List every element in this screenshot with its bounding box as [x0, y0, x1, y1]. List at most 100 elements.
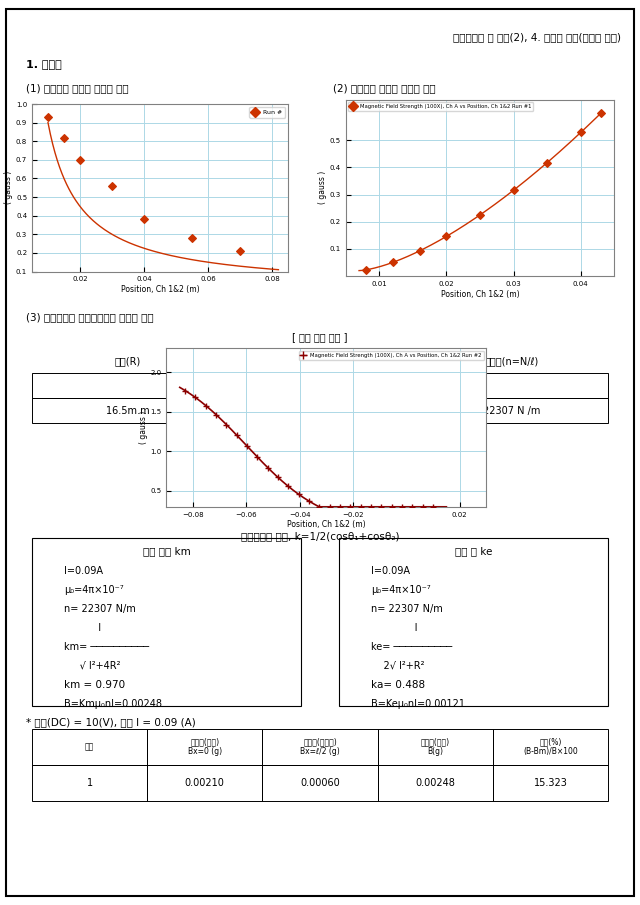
Point [428, 500, 438, 514]
Point [475, 207, 485, 222]
Text: 15.323: 15.323 [534, 777, 567, 788]
Point [304, 494, 314, 509]
Text: km = 0.970: km = 0.970 [64, 680, 125, 690]
Text: n= 22307 N/m: n= 22307 N/m [371, 604, 443, 614]
Text: (2) 원형도선 주위의 자기장 측정: (2) 원형도선 주위의 자기장 측정 [333, 83, 435, 93]
Bar [493, 765, 608, 801]
Point [235, 243, 245, 258]
Point [180, 384, 190, 398]
Text: 0.00210: 0.00210 [185, 777, 225, 788]
Text: 22307 N /m: 22307 N /m [483, 405, 541, 415]
Bar [32, 374, 224, 398]
Point [397, 500, 407, 514]
Y-axis label: ( gauss ): ( gauss ) [4, 171, 13, 205]
Text: 측정값(코일끝)
Bx=ℓ/2 (g): 측정값(코일끝) Bx=ℓ/2 (g) [300, 737, 340, 757]
Text: 130m m: 130m m [300, 405, 340, 415]
Point [273, 471, 283, 485]
X-axis label: Position, Ch 1&2 (m): Position, Ch 1&2 (m) [441, 290, 519, 299]
Bar [32, 729, 147, 765]
Text: I=0.09A: I=0.09A [64, 566, 103, 576]
Point [324, 500, 335, 514]
Text: l: l [371, 623, 418, 633]
Text: 보정계수의 계산, k=1/2(cosθ₁+cosθ₂): 보정계수의 계산, k=1/2(cosθ₁+cosθ₂) [241, 531, 399, 541]
Text: 오차(%)
(B-Bm)/B×100: 오차(%) (B-Bm)/B×100 [523, 737, 578, 757]
Text: km= ──────────: km= ────────── [64, 642, 149, 652]
Point [442, 229, 452, 243]
Bar [493, 729, 608, 765]
Bar [32, 398, 224, 424]
Text: 길이(ℓ): 길이(ℓ) [308, 356, 332, 366]
Bar [147, 765, 262, 801]
Text: * 전압(DC) = 10(V), 전류 I = 0.09 (A): * 전압(DC) = 10(V), 전류 I = 0.09 (A) [26, 717, 195, 727]
Point [221, 417, 232, 432]
Text: B=Keμ₀nI=0.00121: B=Keμ₀nI=0.00121 [371, 699, 465, 709]
Bar [378, 729, 493, 765]
Text: 1. 측정값: 1. 측정값 [26, 59, 61, 69]
Text: 코일 중앙 km: 코일 중앙 km [143, 546, 190, 556]
Point [75, 153, 85, 167]
Point [59, 130, 69, 145]
Point [388, 255, 398, 270]
Point [252, 450, 262, 464]
Point [387, 500, 397, 514]
Text: 0.00248: 0.00248 [415, 777, 455, 788]
X-axis label: Position, Ch 1&2 (m): Position, Ch 1&2 (m) [287, 520, 365, 529]
Point [242, 439, 252, 453]
Text: 2√ l²+R²: 2√ l²+R² [371, 661, 425, 671]
Bar [262, 729, 378, 765]
Y-axis label: ( gauss ): ( gauss ) [138, 411, 147, 444]
Point [187, 231, 197, 245]
Point [576, 125, 586, 139]
Text: (1) 직선도선 주위의 자기장 측정: (1) 직선도선 주위의 자기장 측정 [26, 83, 128, 93]
Point [284, 479, 294, 493]
Bar [224, 398, 416, 424]
Point [366, 500, 376, 514]
Point [314, 500, 324, 514]
Point [262, 461, 273, 475]
Point [190, 390, 200, 405]
Point [346, 500, 356, 514]
Text: I=0.09A: I=0.09A [371, 566, 410, 576]
Point [508, 183, 518, 197]
Bar [147, 729, 262, 765]
Point [335, 500, 345, 514]
Point [415, 243, 425, 258]
Bar [262, 765, 378, 801]
Legend: Magnetic Field Strength (100X), Ch A vs Position, Ch 1&2 Run #1: Magnetic Field Strength (100X), Ch A vs … [348, 102, 534, 111]
Point [418, 500, 428, 514]
Bar [416, 398, 608, 424]
Text: 반경(R): 반경(R) [115, 356, 141, 366]
Point [376, 500, 387, 514]
Text: 16.5m m: 16.5m m [106, 405, 150, 415]
Text: ke= ──────────: ke= ────────── [371, 642, 452, 652]
Text: 측정: 측정 [85, 742, 94, 751]
Text: n= 22307 N/m: n= 22307 N/m [64, 604, 136, 614]
Text: μ₀=4π×10⁻⁷: μ₀=4π×10⁻⁷ [64, 585, 124, 595]
Bar [339, 538, 608, 706]
Text: l: l [64, 623, 101, 633]
Point [596, 106, 606, 120]
Text: 측정값(중앙)
Bx=0 (g): 측정값(중앙) Bx=0 (g) [188, 737, 222, 757]
Text: B=Kmμ₀nI=0.00248: B=Kmμ₀nI=0.00248 [64, 699, 162, 709]
Text: 감은수(n=N/ℓ): 감은수(n=N/ℓ) [485, 356, 539, 366]
Point [407, 500, 417, 514]
Point [211, 407, 221, 422]
Bar [32, 765, 147, 801]
Point [356, 500, 366, 514]
X-axis label: Position, Ch 1&2 (m): Position, Ch 1&2 (m) [121, 285, 199, 294]
Point [43, 110, 53, 124]
Text: √ l²+4R²: √ l²+4R² [64, 661, 120, 671]
Legend: Magnetic Field Strength (100X), Ch A vs Position, Ch 1&2 Run #2: Magnetic Field Strength (100X), Ch A vs … [298, 351, 484, 360]
Bar [224, 374, 416, 398]
Bar [32, 538, 301, 706]
Text: ka= 0.488: ka= 0.488 [371, 680, 426, 690]
Point [294, 487, 304, 501]
Text: 1: 1 [86, 777, 93, 788]
Bar [416, 374, 608, 398]
Text: 코일 끝 ke: 코일 끝 ke [455, 546, 492, 556]
Point [139, 212, 149, 226]
Point [232, 428, 242, 443]
Point [361, 262, 371, 277]
Text: 0.00060: 0.00060 [300, 777, 340, 788]
Bar [378, 765, 493, 801]
